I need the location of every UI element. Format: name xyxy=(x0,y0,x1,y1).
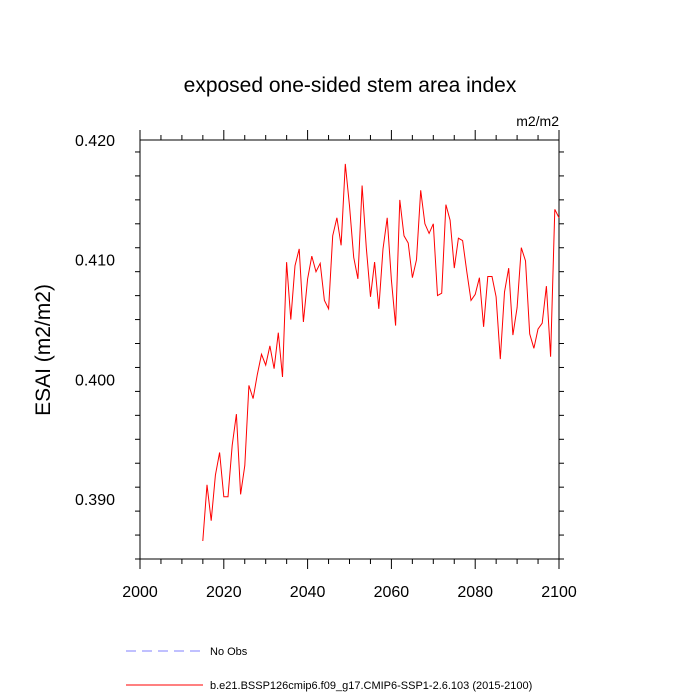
y-tick-label: 0.420 xyxy=(75,133,115,150)
chart-title: exposed one-sided stem area index xyxy=(184,74,517,97)
y-tick-label: 0.410 xyxy=(75,253,115,270)
legend-label: No Obs xyxy=(210,646,248,658)
axis-ticks xyxy=(135,130,564,569)
series-group xyxy=(202,163,560,542)
units-label: m2/m2 xyxy=(516,113,559,129)
x-tick-label: 2080 xyxy=(457,584,493,601)
y-tick-label: 0.390 xyxy=(75,492,115,509)
series-line xyxy=(202,163,560,542)
x-tick-labels: 2000 2020 2040 2060 2080 2100 xyxy=(122,584,577,601)
y-axis-label: ESAI (m2/m2) xyxy=(32,284,55,416)
y-tick-labels: 0.390 0.400 0.410 0.420 xyxy=(75,133,115,509)
x-tick-label: 2040 xyxy=(290,584,326,601)
x-tick-label: 2100 xyxy=(541,584,577,601)
y-tick-label: 0.400 xyxy=(75,372,115,389)
legend: No Obs b.e21.BSSP126cmip6.f09_g17.CMIP6-S… xyxy=(126,646,532,692)
x-tick-label: 2020 xyxy=(206,584,242,601)
legend-label: b.e21.BSSP126cmip6.f09_g17.CMIP6-SSP1-2.… xyxy=(210,680,532,692)
x-tick-label: 2000 xyxy=(122,584,158,601)
x-tick-label: 2060 xyxy=(374,584,410,601)
